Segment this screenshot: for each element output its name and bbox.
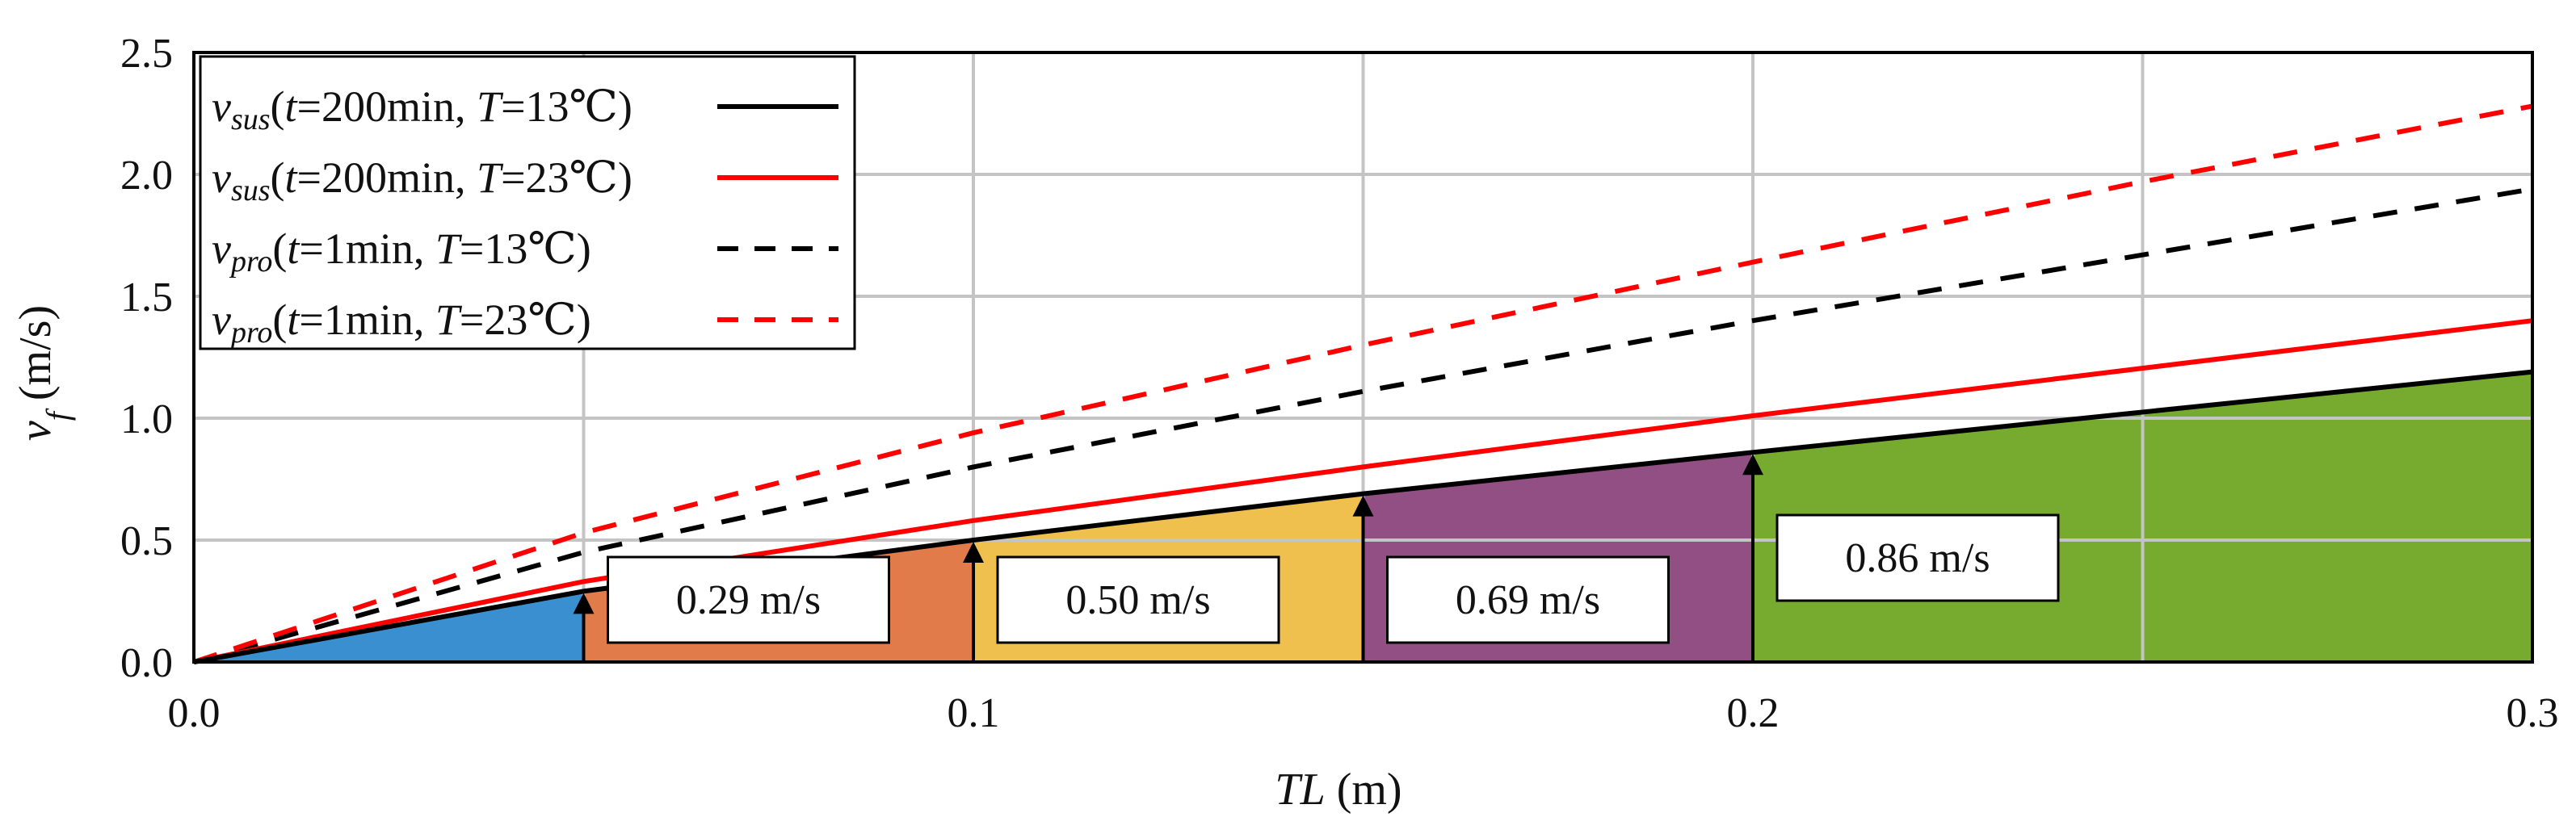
callout-label-3: 0.69 m/s	[1456, 577, 1600, 623]
legend-part: v	[212, 153, 231, 202]
legend-part: v	[212, 295, 231, 344]
legend-label-4: vpro(t=1min, T=23℃)	[212, 295, 591, 350]
y-tick-label: 2.0	[120, 153, 173, 199]
x-axis-title: TL (m)	[1275, 765, 1401, 815]
callouts: 0.29 m/s 0.50 m/s 0.69 m/s 0.86 m/s	[573, 454, 2060, 662]
legend-label-1: vsus(t=200min, T=13℃)	[212, 82, 632, 136]
callout-label-2: 0.50 m/s	[1065, 577, 1210, 623]
legend-part: T	[435, 224, 463, 273]
legend-part: T	[435, 295, 463, 344]
legend-label-2: vsus(t=200min, T=23℃)	[212, 153, 632, 207]
legend-part: (	[271, 153, 285, 202]
legend-part: =200min,	[297, 82, 477, 131]
y-tick-label: 0.5	[120, 518, 173, 564]
legend-part: (	[272, 224, 287, 273]
legend-part: sus	[231, 174, 271, 207]
series-line-1	[193, 369, 2533, 664]
legend-part: sus	[231, 103, 271, 136]
callout-box-1	[607, 555, 890, 644]
y-axis-title-main: v	[11, 421, 61, 441]
legend-part: =1min,	[299, 224, 435, 273]
y-axis-title: vf (m/s)	[11, 305, 76, 441]
y-tick-label: 1.0	[120, 396, 173, 442]
legend-part: =13℃)	[460, 224, 591, 273]
callout-box-4	[1775, 513, 2060, 602]
series-line-3	[193, 186, 2533, 664]
legend-part: t	[285, 153, 299, 202]
legend-part: (	[272, 295, 287, 344]
x-axis-title-rest: (m)	[1326, 765, 1402, 815]
legend-part: pro	[229, 245, 272, 279]
legend-part: T	[477, 82, 504, 131]
x-tick-label: 0.0	[168, 690, 221, 736]
arrow-head-4	[1742, 454, 1763, 476]
legend-part: =23℃)	[460, 295, 591, 344]
x-tick-label: 0.3	[2507, 690, 2559, 736]
y-tick-label: 2.5	[120, 31, 173, 77]
callout-box-2	[996, 555, 1280, 644]
x-tick-label: 0.2	[1727, 690, 1780, 736]
legend-part: t	[287, 224, 300, 273]
arrow-head-3	[1352, 495, 1374, 517]
legend-part: v	[212, 224, 231, 273]
series-line-2	[193, 318, 2533, 664]
legend-part: =200min,	[297, 153, 477, 202]
x-tick-label: 0.1	[948, 690, 1000, 736]
y-tick-label: 1.5	[120, 274, 173, 321]
legend-part: v	[212, 82, 231, 131]
legend-part: t	[285, 82, 299, 131]
legend-part: pro	[229, 316, 272, 350]
x-axis-title-italic: TL	[1275, 765, 1325, 815]
legend-part: (	[271, 82, 285, 131]
arrow-head-1	[573, 593, 595, 614]
y-tick-label: 0.0	[120, 640, 173, 686]
legend-part: t	[287, 295, 300, 344]
legend: vsus(t=200min, T=13℃)vsus(t=200min, T=23…	[199, 55, 856, 350]
legend-part: =13℃)	[501, 82, 632, 131]
arrow-head-2	[963, 542, 984, 563]
y-axis-title-rest: (m/s)	[11, 305, 61, 412]
callout-label-1: 0.29 m/s	[676, 577, 821, 623]
legend-part: T	[477, 153, 504, 202]
series-lines	[193, 103, 2533, 664]
legend-part: =1min,	[299, 295, 435, 344]
legend-label-3: vpro(t=1min, T=13℃)	[212, 224, 591, 279]
callout-box-3	[1386, 555, 1670, 644]
legend-part: =23℃)	[501, 153, 632, 202]
tick-labels: 0.0 0.5 1.0 1.5 2.0 2.5 0.0 0.1 0.2 0.3	[120, 31, 2559, 736]
callout-label-4: 0.86 m/s	[1845, 535, 1990, 581]
